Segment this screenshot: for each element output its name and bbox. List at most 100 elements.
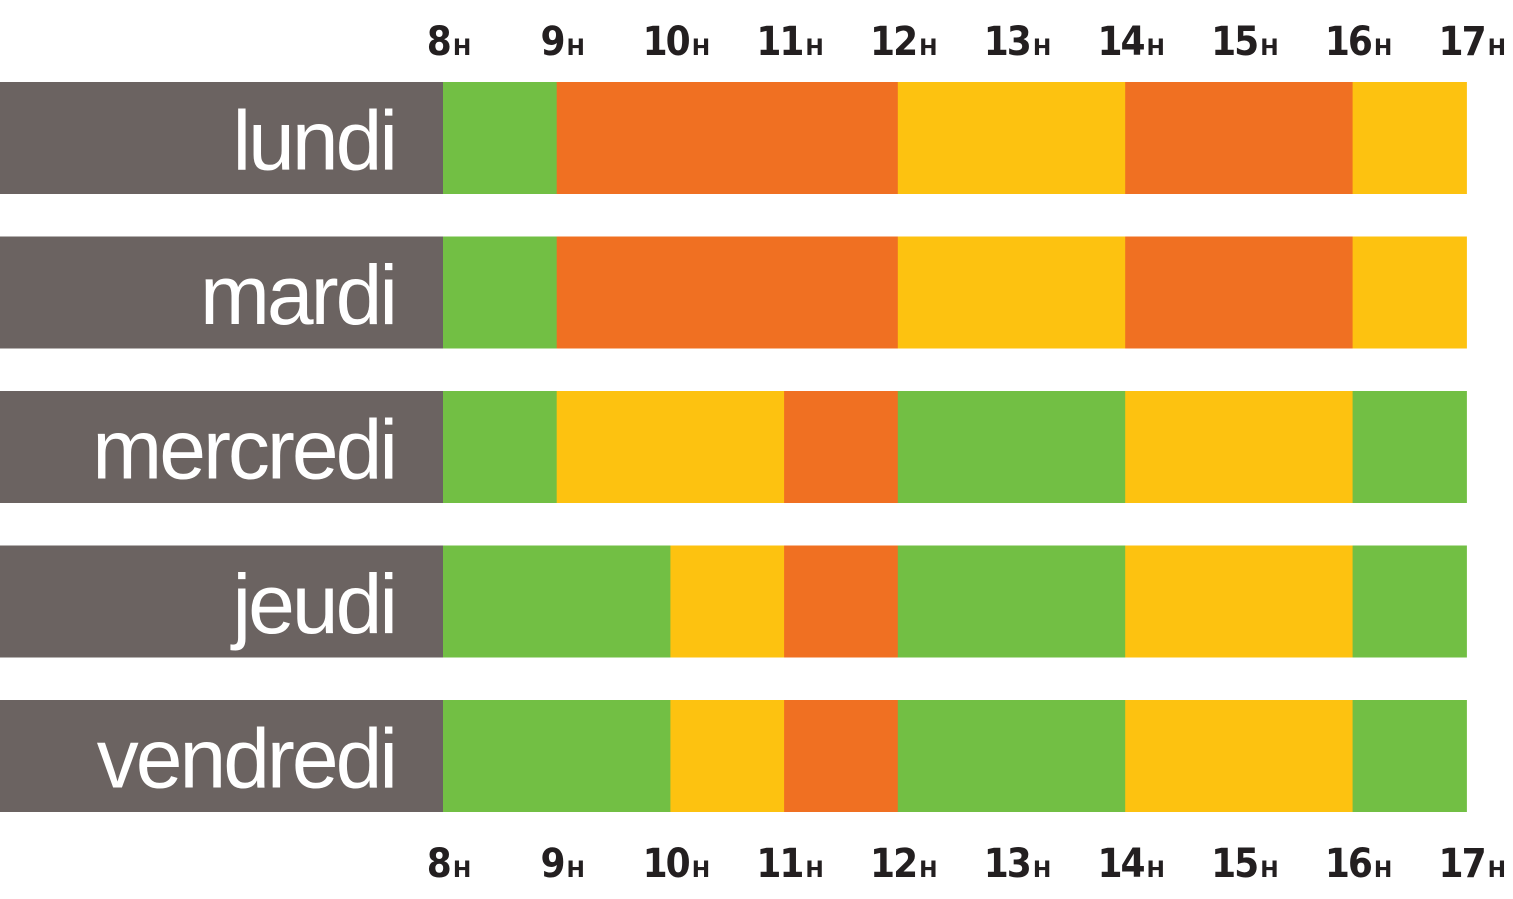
- day-label-background: [0, 391, 443, 503]
- hour-unit: H: [567, 36, 585, 61]
- hour-tick-label: 17 H: [1439, 841, 1507, 887]
- hour-number: 16: [1325, 19, 1372, 65]
- hour-cell-orange: [1238, 236, 1354, 349]
- hour-unit: H: [1033, 858, 1051, 883]
- day-label: lundi: [233, 93, 395, 187]
- hour-cell-green: [1352, 391, 1467, 503]
- hour-tick-label: 11 H: [756, 19, 824, 65]
- hour-unit: H: [805, 858, 823, 883]
- hour-cell-green: [897, 391, 1013, 503]
- hour-number: 13: [984, 841, 1030, 887]
- hour-unit: H: [1260, 858, 1278, 883]
- hour-cell-yellow: [1011, 82, 1126, 194]
- hour-number: 12: [870, 841, 916, 887]
- hour-unit: H: [692, 858, 710, 883]
- hour-cell-green: [1011, 545, 1126, 658]
- hour-number: 17: [1439, 19, 1485, 65]
- hour-cell-yellow: [1352, 236, 1467, 349]
- hour-cell-yellow: [670, 700, 785, 812]
- hour-cell-green: [443, 82, 558, 194]
- hour-cell-green: [897, 700, 1013, 812]
- day-row-jeudi: jeudi: [0, 545, 1467, 658]
- hour-number: 14: [1097, 19, 1144, 65]
- hour-axis-bottom: 8 H 9 H 10 H 11 H 12 H 13 H 14 H 15 H 16 H 17 H: [427, 841, 1506, 887]
- hour-cell-orange: [784, 545, 899, 658]
- hour-cell-yellow: [1352, 82, 1467, 194]
- hour-tick-label: 10 H: [643, 19, 711, 65]
- hour-unit: H: [1374, 858, 1392, 883]
- hour-cell-yellow: [1238, 391, 1354, 503]
- hour-cell-green: [443, 545, 558, 658]
- hour-number: 17: [1439, 841, 1485, 887]
- hour-unit: H: [567, 858, 585, 883]
- day-label-background: [0, 82, 443, 194]
- hour-unit: H: [1260, 36, 1278, 61]
- day-label: jeudi: [230, 557, 395, 651]
- hour-number: 15: [1211, 841, 1257, 887]
- hour-cell-green: [1011, 391, 1126, 503]
- hour-tick-label: 10 H: [643, 841, 711, 887]
- hour-unit: H: [453, 36, 471, 61]
- hour-unit: H: [1488, 36, 1506, 61]
- hour-cell-yellow: [670, 545, 785, 658]
- hour-cell-green: [1011, 700, 1126, 812]
- hour-cell-yellow: [670, 391, 785, 503]
- hour-tick-label: 13 H: [984, 19, 1052, 65]
- day-row-vendredi: vendredi: [0, 700, 1467, 812]
- hour-unit: H: [919, 858, 937, 883]
- hour-cell-green: [443, 236, 558, 349]
- hour-axis-top: 8 H 9 H 10 H 11 H 12 H 13 H 14 H 15 H 16 H 17 H: [427, 19, 1506, 65]
- hour-cell-green: [1352, 700, 1467, 812]
- hour-unit: H: [1374, 36, 1392, 61]
- hour-unit: H: [453, 858, 471, 883]
- hour-unit: H: [919, 36, 937, 61]
- day-label: mardi: [200, 248, 395, 342]
- day-row-mercredi: mercredi: [0, 391, 1467, 503]
- hour-number: 10: [643, 841, 690, 887]
- hour-cell-yellow: [1125, 545, 1240, 658]
- hour-cell-green: [556, 545, 671, 658]
- hour-tick-label: 12 H: [870, 19, 938, 65]
- hour-cell-green: [443, 391, 558, 503]
- hour-cell-orange: [1238, 82, 1354, 194]
- hour-cell-yellow: [897, 236, 1013, 349]
- hour-tick-label: 17 H: [1439, 19, 1507, 65]
- hour-cell-green: [443, 700, 558, 812]
- hour-unit: H: [1033, 36, 1051, 61]
- hour-number: 9: [540, 19, 563, 65]
- day-label-background: [0, 700, 443, 812]
- day-label: vendredi: [97, 711, 395, 805]
- hour-cell-orange: [670, 82, 785, 194]
- hour-cell-orange: [784, 700, 899, 812]
- hour-cell-yellow: [1125, 700, 1240, 812]
- hour-number: 11: [756, 19, 802, 65]
- hour-tick-label: 13 H: [984, 841, 1052, 887]
- hour-number: 8: [427, 19, 450, 65]
- hour-cell-orange: [784, 82, 899, 194]
- day-label-background: [0, 236, 443, 349]
- hour-tick-label: 16 H: [1325, 841, 1393, 887]
- hour-tick-label: 14 H: [1097, 841, 1165, 887]
- hour-number: 10: [643, 19, 690, 65]
- hour-tick-label: 16 H: [1325, 19, 1393, 65]
- hour-cell-yellow: [1125, 391, 1240, 503]
- hour-cell-orange: [1125, 236, 1240, 349]
- hour-cell-orange: [670, 236, 785, 349]
- hour-number: 11: [756, 841, 802, 887]
- hour-cell-yellow: [556, 391, 671, 503]
- hour-tick-label: 15 H: [1211, 19, 1279, 65]
- hour-cell-green: [897, 545, 1013, 658]
- hour-cell-orange: [784, 391, 899, 503]
- day-label-background: [0, 545, 443, 658]
- hour-tick-label: 14 H: [1097, 19, 1165, 65]
- hour-cell-green: [556, 700, 671, 812]
- hour-unit: H: [1488, 858, 1506, 883]
- hour-tick-label: 11 H: [756, 841, 824, 887]
- hour-number: 9: [540, 841, 563, 887]
- hour-cell-yellow: [1011, 236, 1126, 349]
- hour-cell-yellow: [897, 82, 1013, 194]
- hour-cell-green: [1352, 545, 1467, 658]
- hour-cell-orange: [556, 82, 671, 194]
